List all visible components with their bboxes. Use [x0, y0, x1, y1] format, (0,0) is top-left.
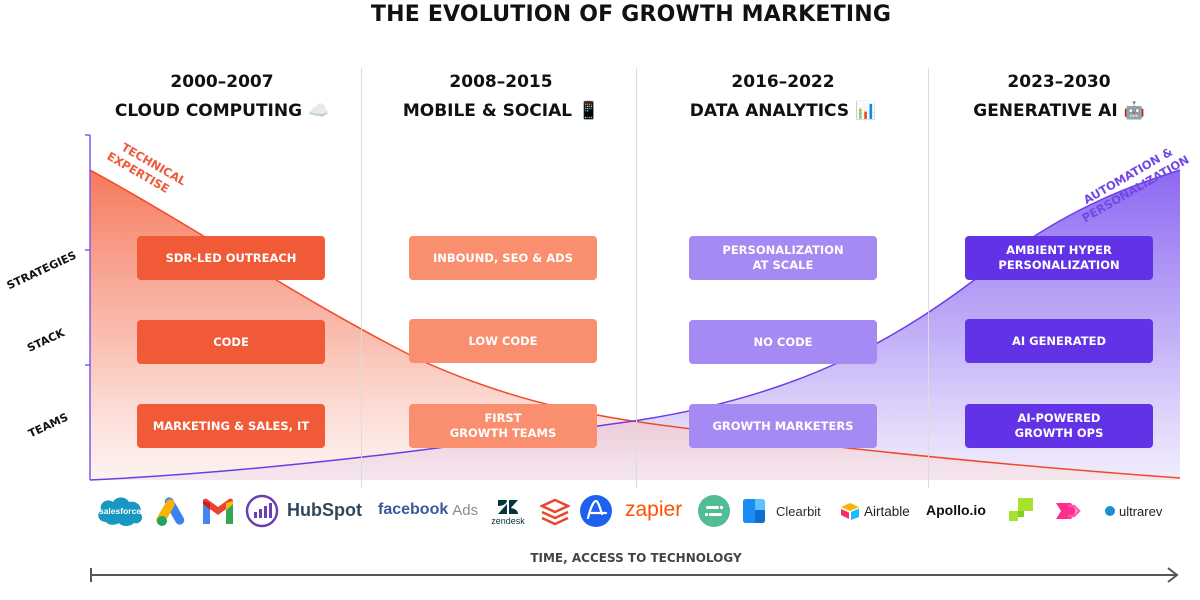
era-header-genai: 2023–2030 GENERATIVE AI 🤖 — [924, 70, 1194, 124]
apollo-logo: Apollo.io — [926, 502, 986, 518]
airtable-logo: Airtable — [840, 498, 920, 524]
teams-cell: MARKETING & SALES, IT — [137, 404, 325, 448]
era-years: 2008–2015 — [449, 72, 553, 92]
teams-cell: FIRST GROWTH TEAMS — [409, 404, 597, 448]
automation-curve-line — [89, 169, 1181, 481]
gmail-icon — [201, 498, 235, 526]
stack-cell: NO CODE — [689, 320, 877, 364]
stack-cell: AI GENERATED — [965, 319, 1153, 363]
zendesk-logo: zendesk — [486, 494, 530, 530]
amplitude-icon — [579, 494, 613, 528]
era-header-mobile: 2008–2015 MOBILE & SOCIAL 📱 — [366, 70, 636, 124]
green-blocks-icon — [1005, 496, 1039, 526]
clearbit-logo: Clearbit — [741, 496, 831, 526]
segment-icon — [697, 494, 731, 528]
hubspot-logo: HubSpot — [287, 499, 362, 520]
era-header-data: 2016–2022 DATA ANALYTICS 📊 — [648, 70, 918, 124]
strategy-cell: PERSONALIZATION AT SCALE — [689, 236, 877, 280]
salesforce-logo: salesforce — [94, 492, 146, 530]
strategy-cell: SDR-LED OUTREACH — [137, 236, 325, 280]
x-axis-label: TIME, ACCESS TO TECHNOLOGY — [530, 551, 742, 565]
strategy-cell: INBOUND, SEO & ADS — [409, 236, 597, 280]
era-years: 2023–2030 — [1007, 72, 1111, 92]
era-name: GENERATIVE AI 🤖 — [973, 101, 1145, 121]
google-ads-icon — [155, 494, 191, 528]
facebook-ads-logo: facebook Ads — [378, 501, 479, 519]
layers-stack-icon — [540, 497, 570, 527]
teams-cell: GROWTH MARKETERS — [689, 404, 877, 448]
analytics-circle-icon — [245, 494, 279, 528]
era-years: 2016–2022 — [731, 72, 835, 92]
era-header-cloud: 2000–2007 CLOUD COMPUTING ☁️ — [87, 70, 357, 124]
era-years: 2000–2007 — [170, 72, 274, 92]
pink-arrow-icon — [1054, 498, 1084, 524]
strategy-cell: AMBIENT HYPER PERSONALIZATION — [965, 236, 1153, 280]
era-name: DATA ANALYTICS 📊 — [689, 101, 877, 121]
teams-cell: AI-POWERED GROWTH OPS — [965, 404, 1153, 448]
era-divider — [361, 68, 362, 488]
stack-cell: LOW CODE — [409, 319, 597, 363]
page-title: THE EVOLUTION OF GROWTH MARKETING — [370, 2, 892, 27]
zapier-logo: zapier — [625, 498, 683, 521]
era-divider — [928, 68, 929, 488]
automation-curve-fill — [90, 170, 1180, 480]
ultrarev-logo: ultrarev — [1104, 498, 1184, 524]
era-name: CLOUD COMPUTING ☁️ — [114, 101, 330, 121]
stack-cell: CODE — [137, 320, 325, 364]
era-divider — [636, 68, 637, 488]
era-name: MOBILE & SOCIAL 📱 — [402, 101, 600, 121]
technical-curve-fill — [90, 170, 1180, 480]
